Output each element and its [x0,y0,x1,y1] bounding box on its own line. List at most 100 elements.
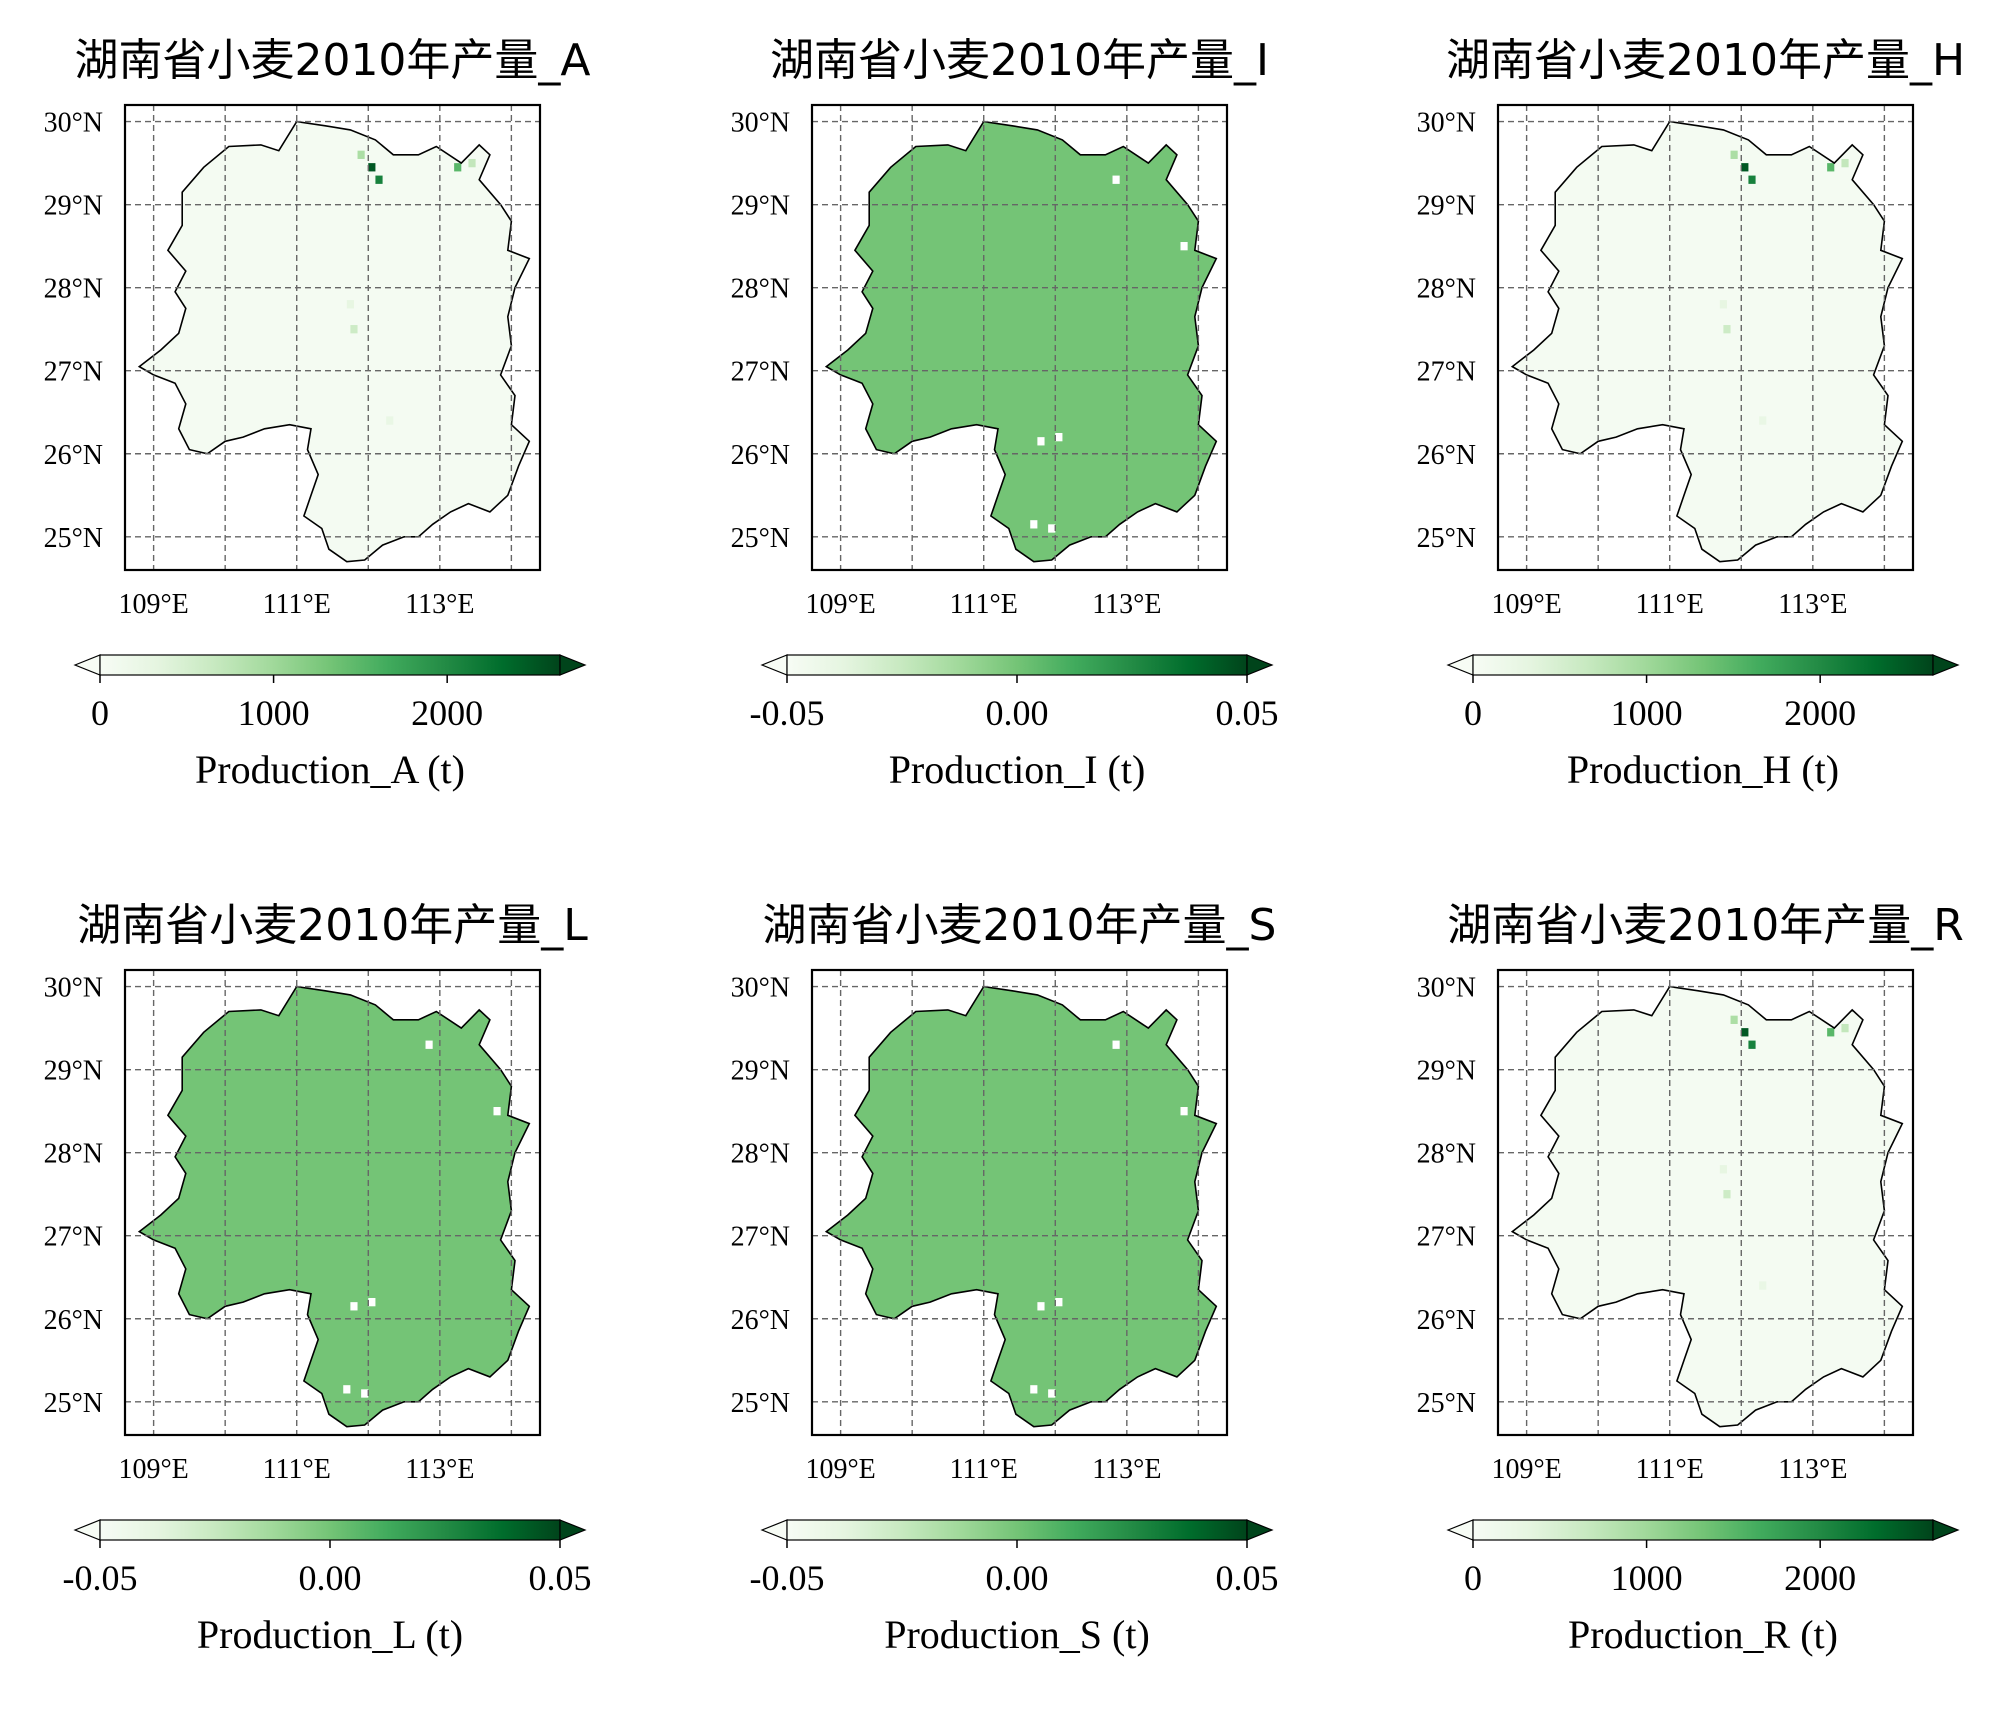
y-tick-label: 28°N [731,1139,790,1170]
production-field [1512,986,1903,1427]
colorbar: -0.05 0.00 0.05 Production_I (t) [750,654,1279,792]
gridlines [812,970,1227,1435]
colorbar-tick-label: 0 [1464,693,1482,733]
panel-title: 湖南省小麦2010年产量_L [77,900,588,951]
blank-cell [1030,520,1038,529]
y-tick-label: 27°N [44,357,103,388]
y-tick-label: 27°N [1417,1222,1476,1253]
colorbar: -0.05 0.00 0.05 Production_L (t) [63,1519,592,1657]
colorbar-label: Production_S (t) [884,1612,1150,1657]
y-tick-label: 27°N [1417,357,1476,388]
hotspot-cell [386,416,394,425]
blank-cell [493,1107,501,1116]
colorbar-tick-label: 2000 [411,693,483,733]
colorbar-label: Production_L (t) [197,1612,463,1657]
panel-title: 湖南省小麦2010年产量_I [770,35,1269,86]
hotspot-cell [1741,1028,1749,1037]
y-tick-label: 26°N [44,440,103,471]
production-field [826,121,1217,562]
colorbar-tick-label: 1000 [238,693,310,733]
colorbar-extend-min [73,1519,101,1541]
y-tick-label: 25°N [1417,1388,1476,1419]
x-tick-label: 113°E [405,1454,474,1485]
colorbar-extend-min [760,654,788,676]
blank-cell [1048,524,1056,533]
x-tick-label: 109°E [805,1454,875,1485]
y-tick-label: 26°N [731,440,790,471]
province-outline [824,985,1218,1428]
hotspot-cell [1827,1028,1835,1037]
y-tick-label: 25°N [1417,523,1476,554]
map-panel: 湖南省小麦2010年产量_S 30°N 29°N 28°N 27°N 26°N 25°N 10… [731,900,1279,1657]
colorbar-tick-label: 0.00 [986,693,1049,733]
colorbar-extend-max [1246,1519,1274,1541]
blank-cell [425,1040,433,1049]
province-outline [1510,985,1904,1428]
colorbar-tick-label: 0.05 [1216,693,1279,733]
x-tick-label: 111°E [950,589,1018,620]
y-tick-label: 29°N [44,1056,103,1087]
panel-title: 湖南省小麦2010年产量_R [1447,900,1964,951]
hotspot-cell [1827,163,1835,172]
y-tick-label: 27°N [44,1222,103,1253]
y-tick-label: 27°N [731,357,790,388]
blank-cell [1055,432,1063,442]
y-tick-label: 26°N [1417,440,1476,471]
gridlines [1498,970,1913,1435]
x-tick-label: 113°E [1092,589,1161,620]
blank-cell [350,1302,358,1311]
map-panel: 湖南省小麦2010年产量_R 30°N 29°N 28°N 27°N 26°N 25°N 10… [1417,900,1964,1657]
x-tick-label: 109°E [1491,1454,1561,1485]
y-tick-label: 26°N [731,1305,790,1336]
y-tick-label: 26°N [44,1305,103,1336]
gridlines [1498,105,1913,570]
colorbar-gradient [786,654,1248,676]
y-tick-label: 30°N [44,973,103,1004]
y-tick-label: 28°N [731,274,790,305]
gridlines [812,105,1227,570]
colorbar-tick-label: 0 [1464,1558,1482,1598]
hotspot-cell [1723,1190,1731,1199]
hotspot-cell [368,163,376,172]
y-tick-label: 30°N [731,108,790,139]
x-tick-label: 111°E [1636,589,1704,620]
blank-cell [1037,437,1045,446]
province-outline [137,985,531,1428]
y-tick-label: 29°N [731,1056,790,1087]
hotspot-cell [1759,1281,1767,1290]
y-tick-label: 29°N [1417,1056,1476,1087]
blank-cell [368,1297,376,1307]
x-tick-label: 111°E [1636,1454,1704,1485]
y-tick-label: 28°N [1417,274,1476,305]
production-field [1512,121,1903,562]
gridlines [125,105,540,570]
province-outline [137,120,531,563]
colorbar-extend-max [1246,654,1274,676]
y-tick-label: 27°N [731,1222,790,1253]
colorbar-tick-label: 2000 [1784,1558,1856,1598]
y-tick-label: 30°N [1417,108,1476,139]
colorbar-tick-label: 0.00 [299,1558,362,1598]
colorbar-tick-label: 0.00 [986,1558,1049,1598]
map-frame [123,103,542,572]
map-panel: 湖南省小麦2010年产量_L 30°N 29°N 28°N 27°N 26°N 25°N 10… [44,900,592,1657]
map-panel: 湖南省小麦2010年产量_I 30°N 29°N 28°N 27°N 26°N 25°N 10… [731,35,1279,792]
hotspot-cell [454,163,462,172]
colorbar-gradient [1472,1519,1934,1541]
y-tick-label: 30°N [1417,973,1476,1004]
colorbar-label: Production_A (t) [195,747,465,792]
colorbar-tick-label: 0 [91,693,109,733]
hotspot-cell [346,300,354,309]
hotspot-cell [1730,1015,1738,1024]
colorbar-extend-min [1446,1519,1474,1541]
y-tick-label: 26°N [1417,1305,1476,1336]
hotspot-cell [1719,300,1727,309]
map-frame [810,968,1229,1437]
y-tick-label: 28°N [44,1139,103,1170]
colorbar: 0 1000 2000 Production_R (t) [1446,1519,1960,1657]
x-tick-label: 113°E [1092,1454,1161,1485]
y-tick-label: 25°N [44,1388,103,1419]
colorbar-gradient [1472,654,1934,676]
colorbar-extend-min [1446,654,1474,676]
